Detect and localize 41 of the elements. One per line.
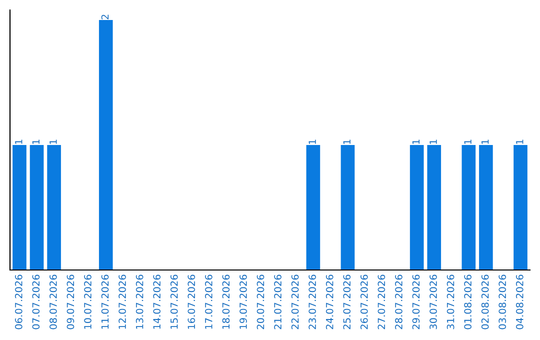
x-tick-label: 29.07.2026 bbox=[412, 274, 420, 330]
x-tick-label: 21.07.2026 bbox=[274, 274, 282, 330]
data-label: 1 bbox=[15, 140, 22, 144]
data-label: 1 bbox=[343, 140, 350, 144]
x-tick-label: 10.07.2026 bbox=[84, 274, 92, 329]
x-tick-label: 01.08.2026 bbox=[464, 274, 472, 330]
x-tick-label: 07.07.2026 bbox=[32, 274, 40, 330]
x-tick-label: 28.07.2026 bbox=[395, 274, 402, 330]
data-label: 1 bbox=[412, 140, 420, 144]
data-label: 1 bbox=[50, 140, 57, 144]
x-tick-label: 23.07.2026 bbox=[308, 274, 316, 330]
x-tick-label: 11.07.2026 bbox=[101, 274, 109, 329]
data-label: 1 bbox=[464, 140, 472, 144]
x-tick-label: 19.07.2026 bbox=[240, 274, 247, 329]
data-label: 1 bbox=[516, 140, 524, 144]
data-label: 1 bbox=[308, 140, 316, 144]
x-tick-label: 25.07.2026 bbox=[343, 274, 351, 330]
x-tick-label: 30.07.2026 bbox=[430, 274, 437, 330]
data-label: 1 bbox=[482, 140, 489, 144]
x-tick-label: 26.07.2026 bbox=[360, 274, 368, 330]
x-tick-label: 06.07.2026 bbox=[14, 274, 22, 330]
x-tick-label: 17.07.2026 bbox=[205, 274, 212, 329]
x-tick-label: 13.07.2026 bbox=[136, 274, 144, 329]
x-tick-label: 31.07.2026 bbox=[446, 274, 454, 330]
x-tick-label: 27.07.2026 bbox=[378, 274, 386, 330]
x-tick-label: 04.08.2026 bbox=[516, 274, 524, 330]
x-tick-label: 14.07.2026 bbox=[153, 274, 161, 329]
x-tick-label: 18.07.2026 bbox=[222, 274, 230, 329]
x-tick-label: 20.07.2026 bbox=[256, 274, 264, 330]
data-label: 2 bbox=[101, 14, 109, 20]
x-tick-label: 08.07.2026 bbox=[50, 274, 57, 330]
x-tick-label: 24.07.2026 bbox=[326, 274, 334, 330]
x-tick-label: 15.07.2026 bbox=[170, 274, 178, 329]
data-label: 1 bbox=[32, 140, 40, 144]
x-tick-label: 22.07.2026 bbox=[291, 274, 299, 330]
x-tick-label: 03.08.2026 bbox=[498, 274, 506, 330]
x-tick-label: 16.07.2026 bbox=[188, 274, 196, 329]
x-tick-label: 09.07.2026 bbox=[66, 274, 74, 330]
x-tick-label: 02.08.2026 bbox=[481, 274, 489, 330]
x-tick-label: 12.07.2026 bbox=[118, 274, 126, 329]
data-label: 1 bbox=[430, 140, 437, 144]
